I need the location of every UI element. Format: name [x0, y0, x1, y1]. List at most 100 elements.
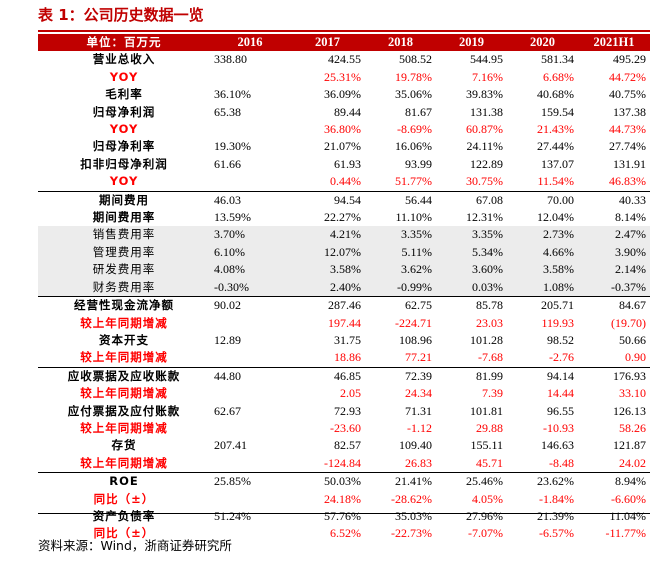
- financial-table: 单位：百万元 2016 2017 2018 2019 2020 2021H1 营…: [38, 34, 650, 543]
- table-cell: 21.43%: [537, 122, 574, 137]
- table-cell: 50.03%: [290, 472, 365, 491]
- table-cell: 85.78: [436, 296, 507, 315]
- table-cell: 16.06%: [395, 139, 432, 154]
- table-cell: 27.74%: [609, 139, 646, 154]
- table-cell: 33.10: [619, 386, 646, 401]
- table-row: 研发费用率 4.08% 3.58% 3.62% 3.60% 3.58% 2.14%: [38, 261, 650, 279]
- row-label: 管理费用率: [38, 243, 210, 262]
- table-cell: 8.94%: [578, 472, 650, 491]
- table-cell: 23.03: [476, 315, 503, 330]
- year-header: 2017: [290, 34, 365, 52]
- table-cell: 119.93: [541, 315, 574, 330]
- table-cell: 46.03: [210, 190, 290, 210]
- table-cell: 71.31: [405, 403, 432, 418]
- table-cell: 51.77%: [395, 174, 432, 189]
- table-cell: 11.54%: [537, 174, 574, 189]
- row-label: 营业总收入: [92, 52, 156, 67]
- row-label: 毛利率: [105, 87, 143, 102]
- table-cell: 27.44%: [537, 139, 574, 154]
- table-cell: 50.66: [619, 332, 646, 347]
- year-header: 2020: [507, 34, 578, 52]
- row-label: YOY: [109, 174, 139, 189]
- row-label: 经营性现金流净额: [38, 296, 210, 315]
- table-cell: 146.63: [541, 438, 574, 453]
- table-cell: 508.52: [399, 52, 432, 67]
- table-cell: 72.39: [365, 366, 436, 386]
- row-label: 较上年同期增减: [80, 455, 168, 470]
- table-cell: 35.03%: [395, 508, 432, 523]
- table-cell: 46.85: [290, 366, 365, 386]
- table-cell: 4.66%: [507, 243, 578, 262]
- table-cell: 109.40: [399, 438, 432, 453]
- table-header-row: 单位：百万元 2016 2017 2018 2019 2020 2021H1: [38, 34, 650, 52]
- table-cell: 21.41%: [365, 472, 436, 491]
- table-cell: 84.67: [578, 296, 650, 315]
- table-cell: -0.30%: [210, 278, 290, 297]
- row-label: 期间费用率: [92, 210, 156, 225]
- table-cell: 44.80: [210, 366, 290, 386]
- table-cell: 13.59%: [214, 210, 251, 225]
- table-title: 表 1：公司历史数据一览: [38, 6, 204, 24]
- table-cell: -23.60: [330, 420, 361, 435]
- table-cell: 14.44: [547, 386, 574, 401]
- row-label: 财务费用率: [38, 278, 210, 297]
- table-cell: 12.07%: [290, 243, 365, 262]
- table-cell: 22.27%: [324, 210, 361, 225]
- table-cell: 67.08: [436, 190, 507, 210]
- table-cell: 61.93: [334, 156, 361, 171]
- table-cell: [210, 385, 290, 402]
- table-row: 应付票据及应付账款 62.67 72.93 71.31 101.81 96.55 126.1…: [38, 403, 650, 420]
- table-cell: 77.21: [405, 350, 432, 365]
- table-row: 存货 207.41 82.57 109.40 155.11 146.63 121.87: [38, 437, 650, 454]
- table-cell: 6.10%: [210, 243, 290, 262]
- row-label: 归母净利率: [92, 139, 156, 154]
- table-cell: 176.93: [578, 366, 650, 386]
- table-cell: 18.86: [334, 350, 361, 365]
- table-cell: 3.35%: [436, 226, 507, 244]
- table-row: 营业总收入 338.80 424.55 508.52 544.95 581.34 495.2…: [38, 51, 650, 68]
- table-row: YOY 25.31% 19.78% 7.16% 6.68% 44.72%: [38, 69, 650, 86]
- table-cell: -224.71: [395, 315, 432, 330]
- table-cell: 23.62%: [507, 472, 578, 491]
- table-cell: 24.34: [405, 386, 432, 401]
- table-cell: 2.05: [340, 386, 361, 401]
- table-cell: -7.07%: [468, 526, 503, 541]
- table-cell: 21.07%: [324, 139, 361, 154]
- table-cell: 6.52%: [330, 526, 361, 541]
- table-cell: -8.48: [549, 455, 574, 470]
- table-cell: 46.83%: [609, 174, 646, 189]
- table-cell: 108.96: [399, 332, 432, 347]
- table-cell: 70.00: [507, 190, 578, 210]
- row-label: 应收票据及应收账款: [38, 366, 210, 386]
- table-cell: 7.39: [482, 386, 503, 401]
- table-row: 期间费用率 13.59% 22.27% 11.10% 12.31% 12.04% 8.14%: [38, 209, 650, 226]
- row-label: 归母净利润: [92, 104, 156, 119]
- table-row: 同比（±） 24.18% -28.62% 4.05% -1.84% -6.60%: [38, 491, 650, 508]
- table-cell: 3.90%: [578, 243, 650, 262]
- table-row: 财务费用率 -0.30% 2.40% -0.99% 0.03% 1.08% -0.37%: [38, 278, 650, 297]
- table-cell: 94.54: [290, 190, 365, 210]
- table-cell: 159.54: [541, 104, 574, 119]
- table-cell: 25.85%: [210, 472, 290, 491]
- row-label: 同比（±）: [93, 491, 155, 506]
- table-cell: 36.80%: [324, 122, 361, 137]
- row-label: 资本开支: [99, 332, 149, 347]
- table-cell: 72.93: [334, 403, 361, 418]
- table-cell: 81.67: [405, 104, 432, 119]
- table-row: 资本开支 12.89 31.75 108.96 101.28 98.52 50.66: [38, 332, 650, 349]
- table-cell: -28.62%: [391, 491, 432, 506]
- row-label: 较上年同期增减: [80, 420, 168, 435]
- table-cell: 94.14: [507, 366, 578, 386]
- table-cell: [210, 69, 290, 86]
- table-cell: 2.14%: [578, 261, 650, 279]
- table-cell: 21.39%: [537, 508, 574, 523]
- table-row: 毛利率 36.10% 36.09% 35.06% 39.83% 40.68% 40.75%: [38, 86, 650, 103]
- table-row: YOY 0.44% 51.77% 30.75% 11.54% 46.83%: [38, 173, 650, 191]
- table-row: 期间费用 46.03 94.54 56.44 67.08 70.00 40.33: [38, 190, 650, 210]
- table-cell: 207.41: [214, 438, 247, 453]
- table-cell: 5.34%: [436, 243, 507, 262]
- table-cell: 36.09%: [324, 87, 361, 102]
- table-cell: 544.95: [470, 52, 503, 67]
- table-cell: 51.24%: [214, 508, 251, 523]
- table-cell: [210, 173, 290, 191]
